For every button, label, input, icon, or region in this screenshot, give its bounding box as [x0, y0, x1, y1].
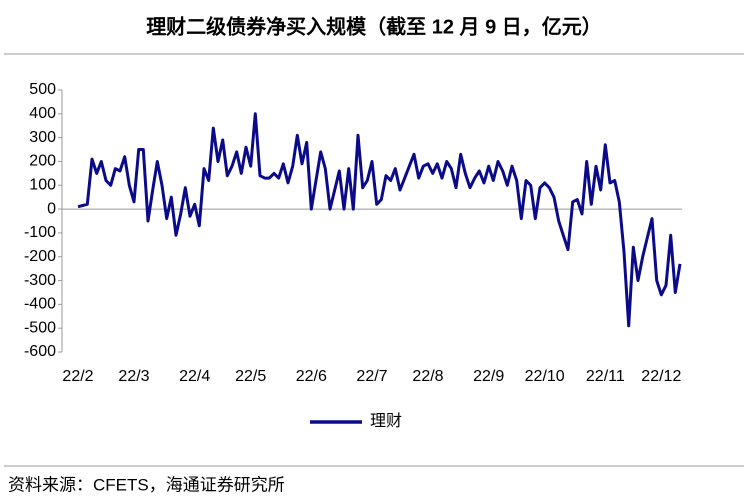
x-tick-label: 22/5 — [235, 368, 266, 385]
y-tick-label: -500 — [24, 319, 56, 336]
x-tick-label: 22/6 — [296, 368, 327, 385]
x-tick-label: 22/4 — [179, 368, 210, 385]
y-tick-label: 300 — [29, 129, 56, 146]
x-tick-label: 22/7 — [356, 368, 387, 385]
source-note: 资料来源：CFETS，海通证券研究所 — [8, 475, 285, 494]
x-tick-label: 22/11 — [586, 368, 625, 385]
y-tick-label: -300 — [24, 272, 56, 289]
x-tick-label: 22/10 — [525, 368, 565, 385]
data-line — [77, 112, 682, 328]
y-tick-label: -100 — [24, 224, 56, 241]
chart-title: 理财二级债券净买入规模（截至 12 月 9 日，亿元） — [146, 14, 602, 38]
legend-label: 理财 — [370, 412, 402, 430]
x-tick-label: 22/3 — [118, 368, 149, 385]
y-tick-label: -400 — [24, 296, 56, 313]
y-tick-label: 0 — [47, 200, 56, 217]
x-tick-label: 22/12 — [641, 368, 681, 385]
y-tick-label: 500 — [29, 81, 56, 98]
x-tick-label: 22/2 — [62, 368, 93, 385]
y-tick-label: 400 — [29, 105, 56, 122]
x-tick-label: 22/9 — [473, 368, 504, 385]
x-tick-label: 22/8 — [412, 368, 443, 385]
y-tick-label: 100 — [29, 176, 56, 193]
y-tick-label: 200 — [29, 153, 56, 170]
y-tick-label: -200 — [24, 248, 56, 265]
y-tick-label: -600 — [24, 343, 56, 360]
